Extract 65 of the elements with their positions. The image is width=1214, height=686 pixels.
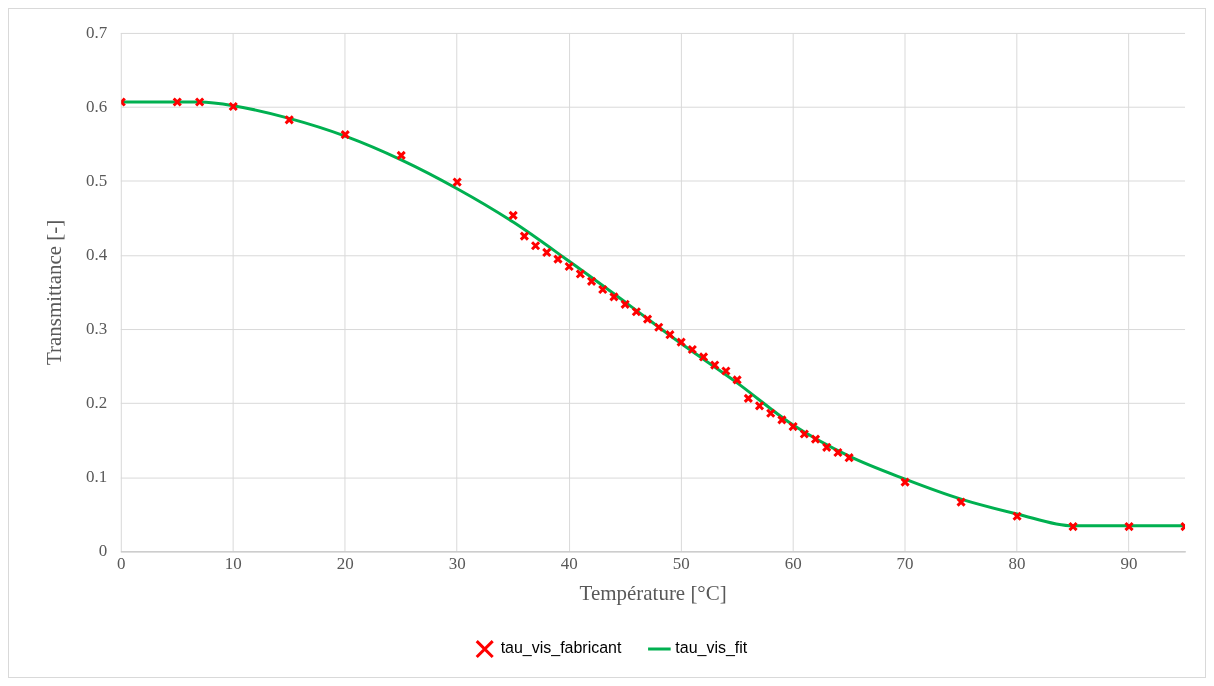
point: [900, 477, 911, 488]
point: [564, 261, 575, 272]
point: [642, 314, 653, 325]
legend-label: tau_vis_fit: [675, 639, 748, 658]
point: [709, 360, 720, 371]
point: [832, 447, 843, 458]
y-tick-label: 0.7: [86, 22, 108, 42]
point: [698, 351, 709, 362]
point: [687, 344, 698, 355]
point: [194, 97, 205, 108]
point: [754, 400, 765, 411]
point: [620, 299, 631, 310]
point: [1068, 521, 1079, 532]
x-tick-label: 50: [672, 554, 690, 574]
point: [776, 414, 787, 425]
point: [765, 408, 776, 419]
x-tick-label: 70: [896, 554, 914, 574]
y-tick-label: 0: [98, 541, 108, 561]
point: [508, 210, 519, 221]
legend-label: tau_vis_fabricant: [500, 639, 622, 658]
y-tick-label: 0.1: [86, 467, 108, 487]
point: [844, 452, 855, 463]
point: [653, 322, 664, 333]
point: [396, 150, 407, 161]
point: [743, 393, 754, 404]
point: [732, 374, 743, 385]
point: [552, 254, 563, 265]
point: [631, 306, 642, 317]
point: [810, 434, 821, 445]
x-tick-label: 30: [448, 554, 466, 574]
point: [575, 268, 586, 279]
point: [799, 428, 810, 439]
point: [340, 129, 351, 140]
x-tick-label: 20: [336, 554, 354, 574]
point: [664, 329, 675, 340]
x-axis-title: Température [°C]: [579, 581, 727, 606]
point: [788, 421, 799, 432]
x-tick-label: 10: [224, 554, 242, 574]
point: [284, 114, 295, 125]
point: [720, 365, 731, 377]
y-tick-label: 0.4: [86, 244, 108, 264]
point: [519, 231, 530, 242]
point: [586, 276, 597, 287]
point: [541, 247, 552, 258]
point: [1124, 521, 1135, 532]
point: [172, 97, 183, 108]
point: [228, 101, 239, 112]
x-tick-label: 90: [1120, 554, 1138, 574]
y-tick-label: 0.5: [86, 170, 108, 190]
x-tick-label: 40: [560, 554, 578, 574]
y-tick-label: 0.6: [86, 96, 108, 116]
point: [608, 291, 619, 302]
point: [530, 240, 541, 251]
x-tick-label: 60: [784, 554, 802, 574]
point: [676, 337, 687, 348]
x-tick-label: 80: [1008, 554, 1026, 574]
point: [452, 177, 463, 188]
point: [1012, 511, 1023, 522]
point: [956, 497, 967, 508]
y-tick-label: 0.3: [86, 318, 108, 338]
x-tick-label: 0: [117, 554, 126, 574]
y-axis-title: Transmittance [-]: [42, 219, 67, 365]
y-tick-label: 0.2: [86, 393, 108, 413]
point: [597, 284, 608, 295]
point: [821, 442, 832, 453]
